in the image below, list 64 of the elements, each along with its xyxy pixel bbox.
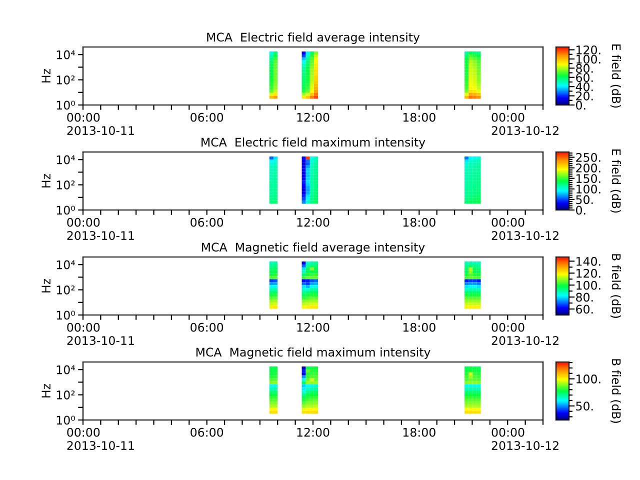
color-bar-label: 100. xyxy=(576,280,600,290)
color-bar-label: 0. xyxy=(576,100,586,110)
x-tick-label: 12:00 xyxy=(297,428,330,437)
color-bar-label: 200. xyxy=(576,164,600,172)
x-tick-label: 12:00 xyxy=(297,218,330,227)
color-bar-label: 60. xyxy=(576,304,593,314)
color-bar-label: 100. xyxy=(576,184,600,194)
chart-title: MCA Magnetic field maximum intensity xyxy=(196,347,430,359)
chart-title: MCA Electric field average intensity xyxy=(207,32,420,44)
y-tick-label: 10² xyxy=(56,390,75,400)
color-bar-title: E field (dB) xyxy=(610,150,621,213)
y-tick-label: 10⁴ xyxy=(56,260,75,270)
color-bar-label: 250. xyxy=(576,152,600,162)
x-tick-label: 06:00 xyxy=(190,428,224,437)
color-bar-label: 120. xyxy=(576,45,600,54)
x-tick-label: 06:00 xyxy=(190,218,224,227)
color-bar-title: E field (dB) xyxy=(610,44,621,108)
x-tick-label: 18:00 xyxy=(403,322,436,332)
y-tick-label: 10⁰ xyxy=(56,416,75,425)
x-tick-label: 18:00 xyxy=(403,112,436,122)
y-axis-title: Hz xyxy=(42,174,50,188)
color-bar-label: 50. xyxy=(576,195,593,204)
y-tick-label: 10² xyxy=(56,180,75,190)
x-tick-label: 06:00 xyxy=(190,322,224,332)
color-bar-label: 100. xyxy=(576,54,600,64)
color-bar-label: 80. xyxy=(576,64,593,73)
x-tick-label: 12:00 xyxy=(297,112,330,122)
color-bar-label: 80. xyxy=(576,292,593,302)
color-bar-title: B field (dB) xyxy=(610,359,621,423)
x-tick-label: 06:00 xyxy=(190,112,224,122)
color-bar-label: 100. xyxy=(576,374,600,384)
y-tick-label: 10⁰ xyxy=(56,100,75,110)
x-tick-label: 00:00 2013-10-12 xyxy=(492,218,558,240)
y-tick-label: 10² xyxy=(56,76,75,84)
x-tick-label: 00:00 2013-10-12 xyxy=(492,112,558,135)
x-tick-label: 00:00 2013-10-11 xyxy=(67,218,134,240)
color-bar-label: 20. xyxy=(576,92,593,100)
color-bar-label: 140. xyxy=(576,256,600,266)
y-tick-label: 10⁰ xyxy=(56,206,75,215)
color-bar-label: 50. xyxy=(576,402,593,411)
x-tick-label: 00:00 2013-10-11 xyxy=(67,428,134,450)
color-bar-title: B field (dB) xyxy=(610,254,621,318)
y-tick-label: 10⁴ xyxy=(56,50,75,60)
color-bar-label: 40. xyxy=(576,82,593,92)
color-bar-label: 150. xyxy=(576,174,600,184)
color-bar-label: 0. xyxy=(576,206,586,215)
y-tick-label: 10⁴ xyxy=(56,155,75,164)
y-tick-label: 10² xyxy=(56,286,75,294)
chart-title: MCA Magnetic field average intensity xyxy=(202,242,425,254)
y-axis-title: Hz xyxy=(42,278,50,292)
chart-title: MCA Electric field maximum intensity xyxy=(202,137,426,149)
y-axis-title: Hz xyxy=(42,68,50,82)
color-bar-label: 60. xyxy=(576,73,593,82)
x-tick-label: 18:00 xyxy=(403,218,436,227)
x-tick-label: 00:00 2013-10-12 xyxy=(492,322,558,345)
y-axis-title: Hz xyxy=(42,384,50,398)
x-tick-label: 00:00 2013-10-11 xyxy=(67,112,134,135)
x-tick-label: 12:00 xyxy=(297,322,330,332)
y-tick-label: 10⁴ xyxy=(56,365,75,374)
x-tick-label: 00:00 2013-10-11 xyxy=(67,322,134,345)
x-tick-label: 00:00 2013-10-12 xyxy=(492,428,558,450)
y-tick-label: 10⁰ xyxy=(56,310,75,320)
color-bar-label: 120. xyxy=(576,268,600,278)
x-tick-label: 18:00 xyxy=(403,428,436,437)
